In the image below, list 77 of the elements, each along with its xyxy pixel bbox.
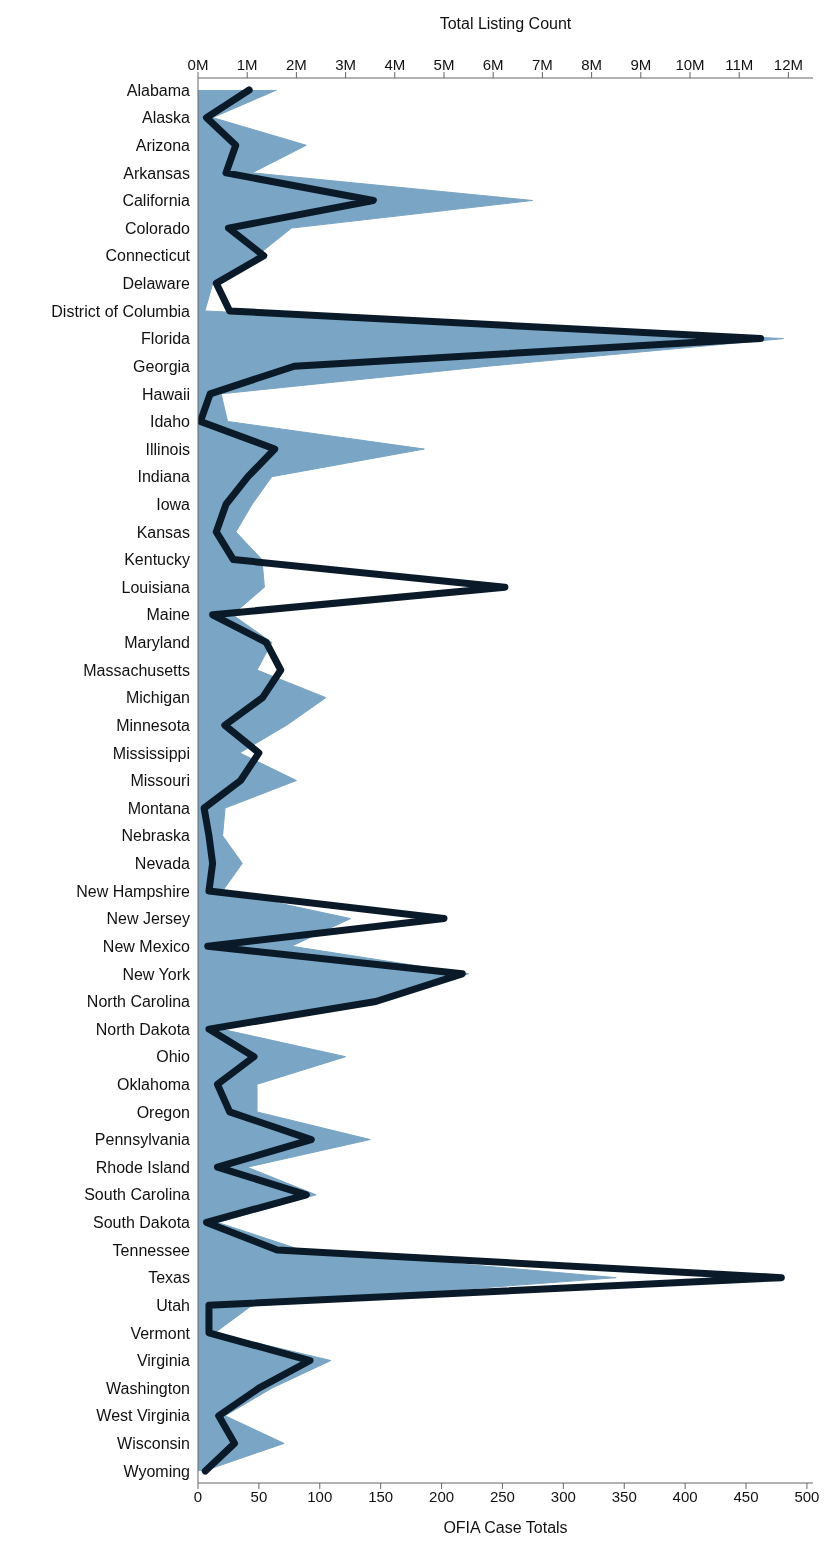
y-tick-label: Rhode Island: [95, 1158, 190, 1176]
x2-tick-label: 9M: [630, 56, 652, 73]
y-tick-label: Pennsylvania: [94, 1131, 191, 1149]
y-tick-label: Wisconsin: [117, 1435, 190, 1453]
y-tick-label: Nevada: [134, 855, 191, 873]
y-tick-label: Arizona: [135, 136, 191, 154]
y-tick-label: Louisiana: [121, 578, 191, 596]
y-tick-label: Maine: [146, 606, 191, 624]
x-tick-label: 0: [193, 1487, 203, 1505]
y-tick-label: North Dakota: [95, 1020, 191, 1038]
y-tick-label: Michigan: [125, 689, 190, 707]
y-tick-label: California: [122, 192, 191, 210]
y-tick-label: Nebraska: [121, 827, 191, 845]
y-tick-label: Colorado: [125, 219, 191, 237]
y-tick-label: Vermont: [130, 1324, 191, 1342]
x-tick-label: 450: [733, 1487, 759, 1505]
y-tick-label: Mississippi: [112, 744, 190, 762]
y-tick-label: Alabama: [126, 81, 191, 99]
y-tick-label: Virginia: [136, 1352, 191, 1370]
y-tick-label: Illinois: [145, 440, 190, 458]
x2-tick-label: 3M: [335, 56, 357, 73]
x2-tick-label: 0M: [187, 56, 209, 73]
x2-tick-label: 6M: [482, 56, 504, 73]
y-tick-label: Minnesota: [116, 716, 191, 734]
y-tick-label: Ohio: [156, 1048, 191, 1066]
y-tick-label: Kansas: [136, 523, 190, 541]
x-tick-label: 150: [368, 1487, 394, 1505]
y-tick-label: Oklahoma: [117, 1076, 191, 1093]
x-axis-title: OFIA Case Totals: [443, 1519, 568, 1536]
y-tick-label: Arkansas: [123, 164, 190, 182]
y-tick-label: Kentucky: [124, 551, 190, 569]
x2-axis-title: Total Listing Count: [439, 15, 572, 33]
y-tick-label: New Mexico: [102, 937, 191, 955]
x2-tick-label: 7M: [531, 56, 553, 73]
y-tick-label: Wyoming: [123, 1462, 190, 1480]
y-tick-label: Maryland: [124, 634, 190, 652]
y-tick-label: North Carolina: [86, 993, 191, 1011]
y-tick-label: Georgia: [133, 357, 191, 375]
y-tick-label: New Hampshire: [76, 882, 191, 900]
y-tick-label: West Virginia: [96, 1407, 191, 1425]
y-tick-label: Alaska: [141, 109, 191, 127]
y-tick-label: Indiana: [137, 468, 191, 486]
x-tick-label: 350: [611, 1487, 637, 1505]
x2-tick-label: 4M: [384, 56, 406, 73]
y-tick-label: Delaware: [122, 275, 191, 293]
y-tick-label: Hawaii: [141, 385, 190, 403]
y-tick-label: Florida: [141, 330, 191, 348]
x2-tick-label: 1M: [236, 56, 258, 73]
y-tick-label: Idaho: [149, 413, 191, 431]
y-tick-label: Utah: [156, 1296, 190, 1314]
y-tick-label: Missouri: [130, 772, 190, 790]
x-tick-label: 50: [250, 1487, 268, 1505]
y-tick-label: Montana: [127, 799, 191, 817]
y-tick-label: Texas: [148, 1269, 190, 1287]
x2-tick-label: 8M: [581, 56, 603, 73]
x-tick-label: 100: [307, 1487, 333, 1505]
x-tick-label: 300: [550, 1487, 576, 1505]
x2-tick-label: 11M: [725, 56, 754, 73]
x-tick-label: 400: [672, 1487, 698, 1505]
y-tick-label: Washington: [106, 1379, 190, 1397]
x2-tick-label: 5M: [433, 56, 455, 73]
y-tick-label: New Jersey: [106, 910, 190, 928]
y-tick-label: Connecticut: [105, 247, 191, 265]
y-tick-label: South Dakota: [93, 1214, 191, 1232]
y-tick-label: Massachusetts: [83, 661, 190, 679]
y-tick-label: New York: [122, 965, 191, 983]
x2-tick-label: 2M: [285, 56, 307, 73]
y-tick-label: Tennessee: [112, 1241, 191, 1259]
y-tick-label: District of Columbia: [51, 302, 191, 320]
x2-tick-label: 12M: [773, 56, 803, 73]
y-tick-label: Iowa: [156, 495, 191, 513]
y-tick-label: South Carolina: [84, 1186, 191, 1204]
x2-tick-label: 10M: [675, 56, 705, 73]
y-tick-label: Oregon: [136, 1103, 190, 1121]
x-tick-label: 200: [429, 1487, 455, 1505]
x-tick-label: 250: [489, 1487, 515, 1505]
x-tick-label: 500: [794, 1487, 820, 1505]
